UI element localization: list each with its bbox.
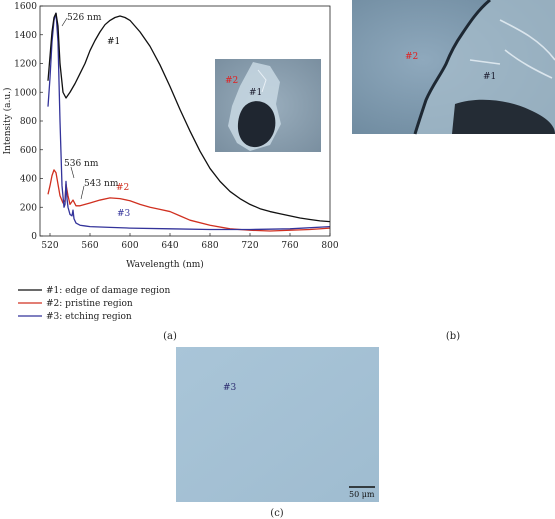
y-tick-label: 800 [20, 117, 37, 127]
series-layer [47, 12, 330, 232]
micrograph-c: #3 50 μm (c) [176, 347, 379, 519]
inset-damage-core [237, 101, 276, 148]
y-tick-label: 1400 [14, 31, 37, 41]
curve-label-1: #1 [107, 37, 120, 47]
micrograph-c-background [176, 347, 379, 502]
series-line-3 [47, 12, 330, 231]
plot-frame [39, 5, 331, 237]
y-axis-ticks: 0 200 400 600 800 1000 1200 1400 1600 [14, 2, 43, 242]
micrograph-c-mark-3: #3 [223, 383, 237, 393]
legend-label-3: #3: etching region [46, 312, 132, 322]
y-tick-label: 0 [31, 232, 37, 242]
panel-label-b: (b) [446, 331, 460, 342]
legend-label-1: #1: edge of damage region [46, 286, 170, 296]
inset-micrograph: #2 #1 [215, 59, 321, 152]
legend: #1: edge of damage region #2: pristine r… [18, 286, 170, 322]
annotation-543: 543 nm [84, 179, 119, 189]
crystal-edge-region [415, 0, 555, 134]
micrograph-b-mark-1: #1 [483, 72, 496, 82]
series-line-1 [47, 12, 330, 223]
x-tick-label: 600 [121, 241, 138, 251]
annotation-526: 526 nm [67, 13, 102, 23]
panel-label-a: (a) [163, 331, 177, 342]
inset-highlight [257, 69, 267, 93]
x-tick-label: 640 [161, 241, 178, 251]
y-tick-label: 200 [20, 203, 37, 213]
legend-label-2: #2: pristine region [46, 299, 133, 309]
x-tick-label: 520 [41, 241, 58, 251]
damage-boundary [413, 0, 491, 135]
y-tick-label: 1000 [14, 88, 37, 98]
curve-label-3: #3 [117, 209, 131, 219]
x-tick-label: 560 [81, 241, 98, 251]
x-axis-title: Wavelength (nm) [126, 259, 204, 270]
panel-label-c: (c) [270, 508, 284, 519]
y-tick-label: 400 [20, 175, 37, 185]
series-line-2 [47, 169, 330, 232]
y-tick-label: 600 [20, 146, 37, 156]
x-tick-label: 720 [241, 241, 258, 251]
micrograph-b: #2 #1 (b) [352, 0, 555, 342]
y-tick-label: 1200 [14, 60, 37, 70]
inset-mark-1: #1 [249, 88, 262, 98]
x-tick-label: 760 [281, 241, 298, 251]
inset-mark-2: #2 [225, 76, 238, 86]
micrograph-b-mark-2: #2 [405, 52, 418, 62]
fracture-highlights [469, 19, 555, 79]
y-tick-label: 1600 [14, 2, 37, 12]
damage-core [452, 99, 555, 134]
y-axis-title: Intensity (a.u.) [2, 87, 13, 154]
annotation-536: 536 nm [64, 159, 99, 169]
annotation-536-arrow [70, 166, 75, 179]
x-tick-label: 680 [201, 241, 218, 251]
annotation-543-arrow [80, 185, 85, 200]
curve-label-2: #2 [116, 183, 129, 193]
spectrum-chart: 0 200 400 600 800 1000 1200 1400 1600 520 560 600 6… [2, 2, 339, 342]
x-axis-ticks: 520 560 600 640 680 720 760 800 [41, 233, 339, 251]
annotation-526-arrow [61, 17, 68, 27]
scale-bar-label: 50 μm [349, 490, 375, 499]
x-tick-label: 800 [321, 241, 338, 251]
